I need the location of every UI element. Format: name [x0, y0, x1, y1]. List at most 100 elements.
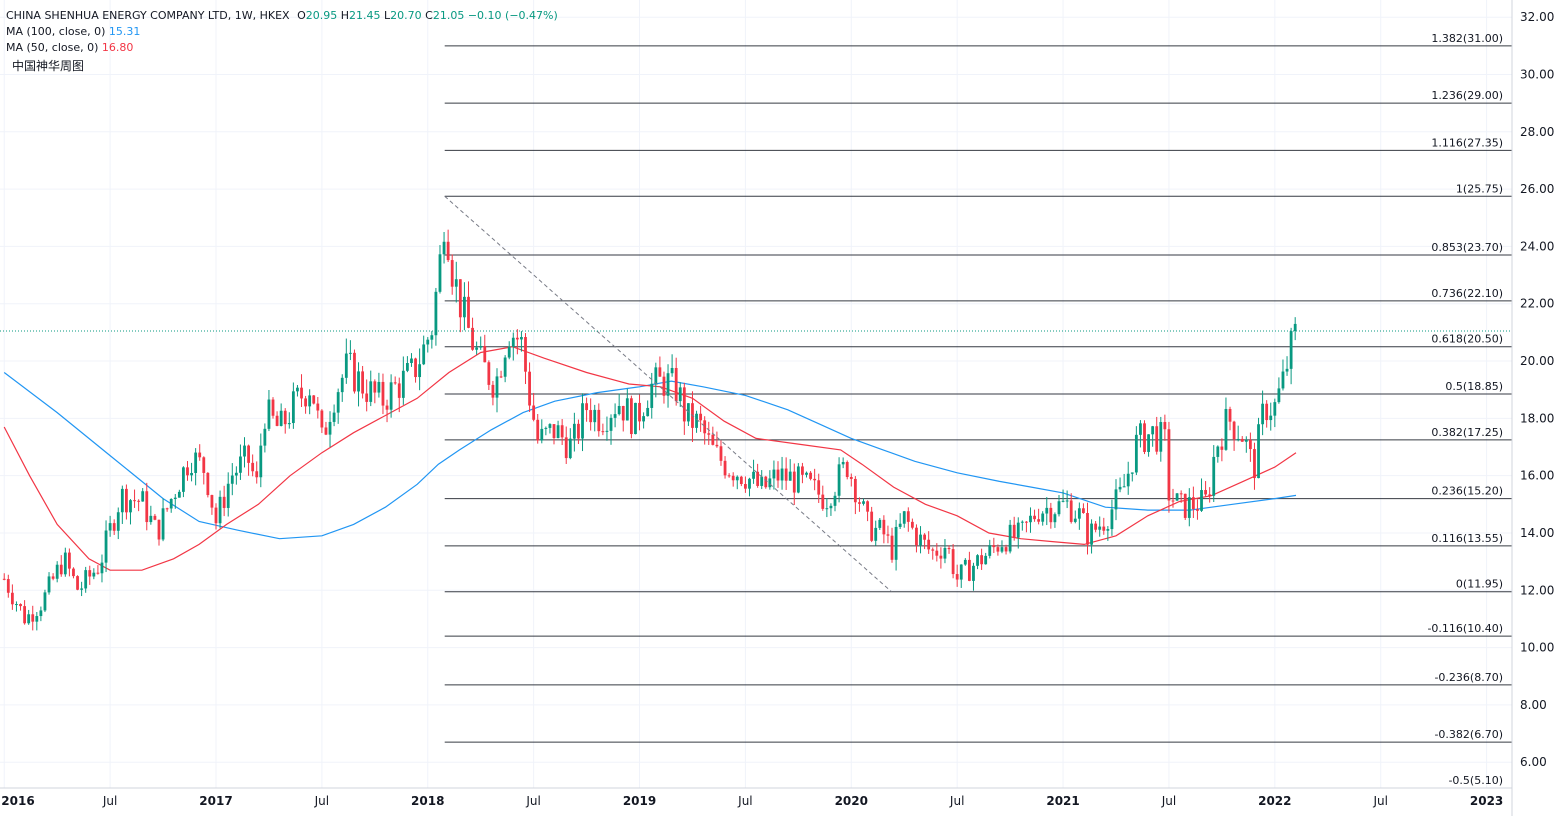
ma50-row[interactable]: MA (50, close, 0) 16.80: [6, 40, 558, 56]
candle-body: [243, 445, 246, 457]
x-tick-label: 2020: [835, 794, 868, 808]
candle-body: [1224, 408, 1228, 450]
candle-body: [1114, 489, 1118, 510]
candle-body: [825, 508, 829, 510]
candle-body: [515, 337, 519, 340]
candle-body: [186, 467, 189, 476]
candle-body: [617, 405, 621, 415]
candle-body: [234, 472, 238, 476]
candle-body: [1183, 493, 1187, 518]
candle-body: [780, 468, 784, 481]
candle-body: [959, 564, 963, 580]
candle-body: [609, 417, 613, 431]
candle-body: [300, 387, 303, 399]
candle-body: [100, 562, 104, 574]
candle-body: [1020, 521, 1024, 523]
close-value: 21.05: [432, 9, 465, 22]
candle-body: [1277, 388, 1281, 403]
candle-body: [43, 592, 47, 611]
candle-body: [1057, 501, 1061, 515]
candle-body: [601, 431, 605, 433]
x-tick-label: 2018: [411, 794, 444, 808]
candle-body: [340, 377, 344, 393]
candle-body: [711, 434, 715, 445]
candle-body: [919, 534, 922, 546]
candle-body: [397, 383, 401, 398]
fib-level-label: 1.382(31.00): [1431, 32, 1503, 45]
candle-body: [279, 410, 283, 426]
y-tick-label: 20.00: [1520, 354, 1554, 368]
candle-body: [890, 535, 894, 560]
y-tick-label: 16.00: [1520, 469, 1554, 483]
ma100-row[interactable]: MA (100, close, 0) 15.31: [6, 24, 558, 40]
candle-body: [524, 337, 527, 372]
candle-body: [1049, 507, 1053, 523]
candle-body: [369, 381, 373, 402]
candle-body: [572, 423, 576, 439]
candle-body: [528, 371, 531, 406]
fibonacci-levels: 1.382(31.00) 1.236(29.00) 1.116(27.35) 1(25…: [444, 32, 1512, 787]
candle-body: [10, 592, 14, 605]
candle-body: [613, 414, 617, 418]
candle-body: [581, 403, 584, 439]
candle-body: [328, 421, 332, 435]
fib-level-label: 1(25.75): [1456, 182, 1503, 195]
candle-body: [544, 427, 548, 429]
candle-body: [206, 472, 210, 496]
candle-body: [703, 420, 707, 434]
candle-body: [947, 548, 951, 550]
candle-body: [267, 399, 271, 429]
candle-body: [646, 407, 650, 417]
candle-body: [336, 392, 340, 413]
y-tick-label: 14.00: [1520, 526, 1554, 540]
symbol-title: CHINA SHENHUA ENERGY COMPANY LTD, 1W, HK…: [6, 9, 290, 22]
candle-body: [735, 476, 739, 481]
candle-body: [886, 534, 890, 536]
candle-body: [744, 484, 747, 489]
candle-body: [1257, 424, 1260, 479]
candle-body: [972, 565, 975, 581]
candle-body: [259, 445, 263, 478]
candle-body: [739, 476, 743, 485]
candle-body: [634, 402, 637, 435]
candle-body: [141, 491, 145, 502]
candle-body: [1110, 509, 1114, 530]
candle-body: [862, 501, 865, 504]
candles: [2, 229, 1297, 631]
candle-body: [984, 555, 988, 565]
candle-body: [357, 371, 360, 392]
y-tick-label: 18.00: [1520, 411, 1554, 425]
candle-body: [845, 461, 849, 478]
low-label: L: [384, 9, 391, 22]
candle-body: [536, 419, 540, 441]
candle-body: [756, 471, 760, 486]
candle-body: [1273, 402, 1277, 416]
candle-body: [682, 387, 686, 422]
candle-body: [1179, 493, 1183, 495]
candle-body: [304, 398, 307, 407]
x-tick-label: Jul: [1161, 794, 1176, 808]
candle-body: [1098, 526, 1102, 530]
candle-body: [1232, 421, 1236, 440]
ma50-value: 16.80: [101, 41, 134, 54]
candle-body: [715, 444, 719, 447]
candle-body: [1293, 323, 1297, 332]
candle-body: [287, 423, 291, 425]
fib-level-label: 0.116(13.55): [1431, 532, 1503, 545]
candle-body: [2, 578, 6, 580]
candle-body: [866, 501, 869, 512]
candle-body: [133, 500, 136, 502]
candle-body: [137, 500, 141, 502]
candle-body: [996, 547, 1000, 552]
open-value: 20.95: [305, 9, 338, 22]
candle-body: [520, 337, 523, 340]
candle-body: [874, 527, 878, 541]
candle-body: [1269, 415, 1273, 421]
candle-body: [931, 549, 935, 551]
candle-body: [381, 381, 385, 406]
candle-body: [76, 576, 79, 590]
candle-body: [564, 437, 568, 459]
chart-note: 中国神华周图: [12, 59, 85, 73]
